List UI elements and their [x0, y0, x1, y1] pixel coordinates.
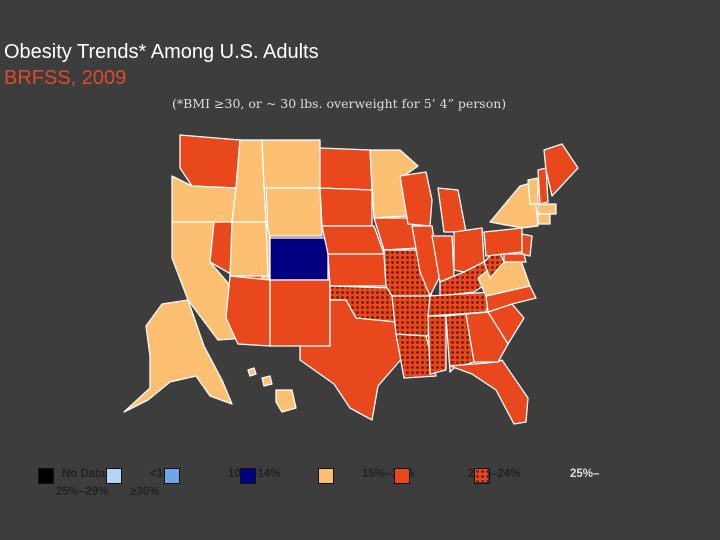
state-montana	[261, 139, 321, 189]
legend-swatch-25-29	[394, 468, 410, 484]
state-new-mexico	[269, 279, 331, 347]
state-wyoming	[265, 187, 323, 237]
state-north-dakota	[319, 147, 373, 191]
state-arizona	[225, 275, 271, 347]
state-new-hampshire	[537, 167, 549, 205]
state-florida	[449, 359, 529, 425]
state-kansas	[327, 253, 387, 287]
state-connecticut	[537, 213, 551, 225]
state-louisiana	[395, 333, 437, 379]
state-texas	[299, 299, 405, 421]
legend-swatch-20-24	[318, 468, 334, 484]
state-michigan	[437, 187, 467, 233]
state-washington	[179, 134, 241, 189]
state-south-dakota	[319, 187, 373, 227]
state-pennsylvania	[483, 227, 523, 257]
legend-label-ge30: ≥30%	[130, 486, 160, 498]
legend-swatch-15-19	[240, 468, 256, 484]
legend-swatch-no-data	[38, 468, 54, 484]
state-wisconsin	[399, 171, 433, 227]
legend-label-25-29: 25%–29%	[56, 486, 109, 498]
state-alaska	[123, 299, 233, 413]
legend-swatch-ge30-bg	[474, 468, 490, 484]
state-hawaii	[247, 367, 297, 413]
bmi-footnote: (*BMI ≥30, or ~ 30 lbs. overweight for 5…	[172, 96, 507, 111]
state-nebraska	[321, 225, 385, 255]
state-new-jersey	[521, 233, 533, 257]
state-vermont	[527, 177, 539, 205]
legend-swatch-lt10	[106, 468, 122, 484]
page-title: Obesity Trends* Among U.S. Adults	[4, 41, 319, 63]
state-utah-b	[229, 221, 269, 277]
state-colorado	[269, 237, 329, 281]
state-mississippi	[427, 315, 447, 375]
state-maryland	[503, 253, 527, 263]
state-arkansas	[391, 295, 431, 337]
state-georgia	[465, 311, 509, 363]
legend-label-no-data: No Data	[62, 468, 106, 480]
page-subtitle: BRFSS, 2009	[4, 67, 127, 89]
state-maine	[543, 143, 579, 197]
legend-label-25-overflow: 25%–	[570, 468, 600, 480]
state-massachusetts	[537, 203, 557, 215]
legend-swatch-10-14	[164, 468, 180, 484]
